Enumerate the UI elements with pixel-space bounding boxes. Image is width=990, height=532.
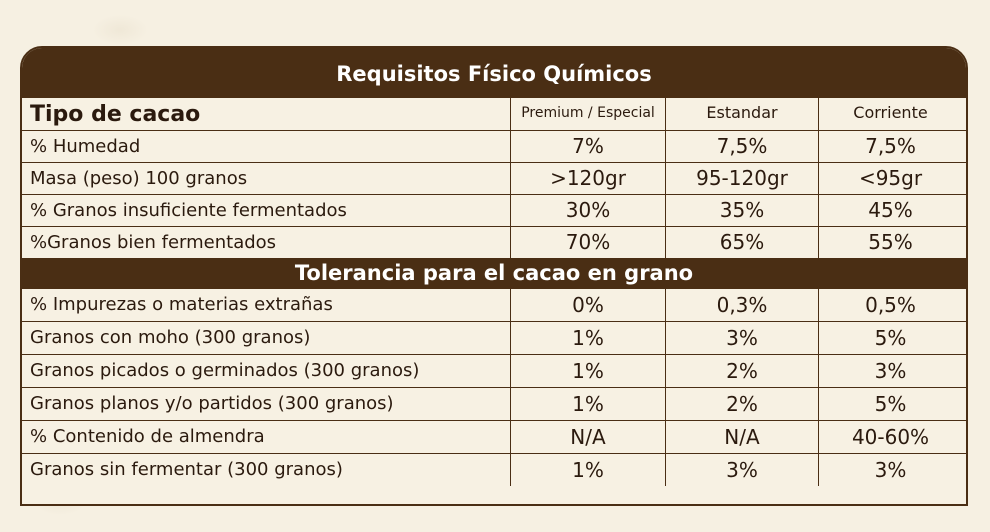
cacao-requirements-table: Requisitos Físico Químicos Tipo de cacao… <box>20 46 968 506</box>
table-title: Requisitos Físico Químicos <box>22 48 966 98</box>
table-row: % Humedad 7% 7,5% 7,5% <box>22 131 966 163</box>
cell-corriente: 40-60% <box>851 425 930 449</box>
header-col-premium: Premium / Especial <box>511 98 666 130</box>
header-col-estandar: Estandar <box>666 98 819 130</box>
section1-rows: % Humedad 7% 7,5% 7,5% Masa (peso) 100 g… <box>22 131 966 258</box>
cell-estandar: 35% <box>666 195 819 226</box>
cell-premium: N/A <box>511 421 666 453</box>
cell-corriente: 3% <box>874 359 907 383</box>
cell-estandar: 2% <box>666 388 819 420</box>
cell-estandar: 65% <box>666 227 819 258</box>
table-row: Granos sin fermentar (300 granos) 1% 3% … <box>22 454 966 486</box>
cell-corriente: 5% <box>874 326 907 350</box>
cell-estandar: 3% <box>666 322 819 354</box>
header-col-corriente: Corriente <box>853 103 928 122</box>
cell-premium: >120gr <box>511 163 666 194</box>
table-header-row: Tipo de cacao Premium / Especial Estanda… <box>22 98 966 131</box>
cell-corriente: 3% <box>874 458 907 482</box>
table-row: Granos con moho (300 granos) 1% 3% 5% <box>22 322 966 355</box>
row-label: Masa (peso) 100 granos <box>22 163 511 194</box>
row-label: Granos picados o germinados (300 granos) <box>22 355 511 387</box>
row-label: Granos planos y/o partidos (300 granos) <box>22 388 511 420</box>
section2-rows: % Impurezas o materias extrañas 0% 0,3% … <box>22 289 966 486</box>
row-label: % Impurezas o materias extrañas <box>22 289 511 321</box>
cell-premium: 1% <box>511 322 666 354</box>
cell-corriente: <95gr <box>858 166 923 190</box>
cell-corriente: 55% <box>868 230 913 254</box>
cell-corriente: 7,5% <box>865 134 916 158</box>
header-label: Tipo de cacao <box>22 98 511 130</box>
table-row: % Contenido de almendra N/A N/A 40-60% <box>22 421 966 454</box>
row-label: %Granos bien fermentados <box>22 227 511 258</box>
cell-estandar: N/A <box>666 421 819 453</box>
cell-estandar: 0,3% <box>666 289 819 321</box>
cell-premium: 1% <box>511 454 666 486</box>
cell-premium: 30% <box>511 195 666 226</box>
cell-premium: 70% <box>511 227 666 258</box>
cell-estandar: 2% <box>666 355 819 387</box>
cell-premium: 1% <box>511 355 666 387</box>
row-label: % Humedad <box>22 131 511 162</box>
cell-corriente: 45% <box>868 198 913 222</box>
cell-corriente: 0,5% <box>865 293 916 317</box>
table-row: Granos planos y/o partidos (300 granos) … <box>22 388 966 421</box>
table-row: %Granos bien fermentados 70% 65% 55% <box>22 227 966 258</box>
table-row: % Granos insuficiente fermentados 30% 35… <box>22 195 966 227</box>
cell-estandar: 95-120gr <box>666 163 819 194</box>
row-label: % Contenido de almendra <box>22 421 511 453</box>
cell-estandar: 3% <box>666 454 819 486</box>
cell-estandar: 7,5% <box>666 131 819 162</box>
table-row: Granos picados o germinados (300 granos)… <box>22 355 966 388</box>
cell-premium: 7% <box>511 131 666 162</box>
table-row: Masa (peso) 100 granos >120gr 95-120gr <… <box>22 163 966 195</box>
cell-premium: 1% <box>511 388 666 420</box>
cell-premium: 0% <box>511 289 666 321</box>
row-label: Granos sin fermentar (300 granos) <box>22 454 511 486</box>
section2-title: Tolerancia para el cacao en grano <box>22 258 966 289</box>
table-row: % Impurezas o materias extrañas 0% 0,3% … <box>22 289 966 322</box>
cell-corriente: 5% <box>874 392 907 416</box>
row-label: Granos con moho (300 granos) <box>22 322 511 354</box>
row-label: % Granos insuficiente fermentados <box>22 195 511 226</box>
